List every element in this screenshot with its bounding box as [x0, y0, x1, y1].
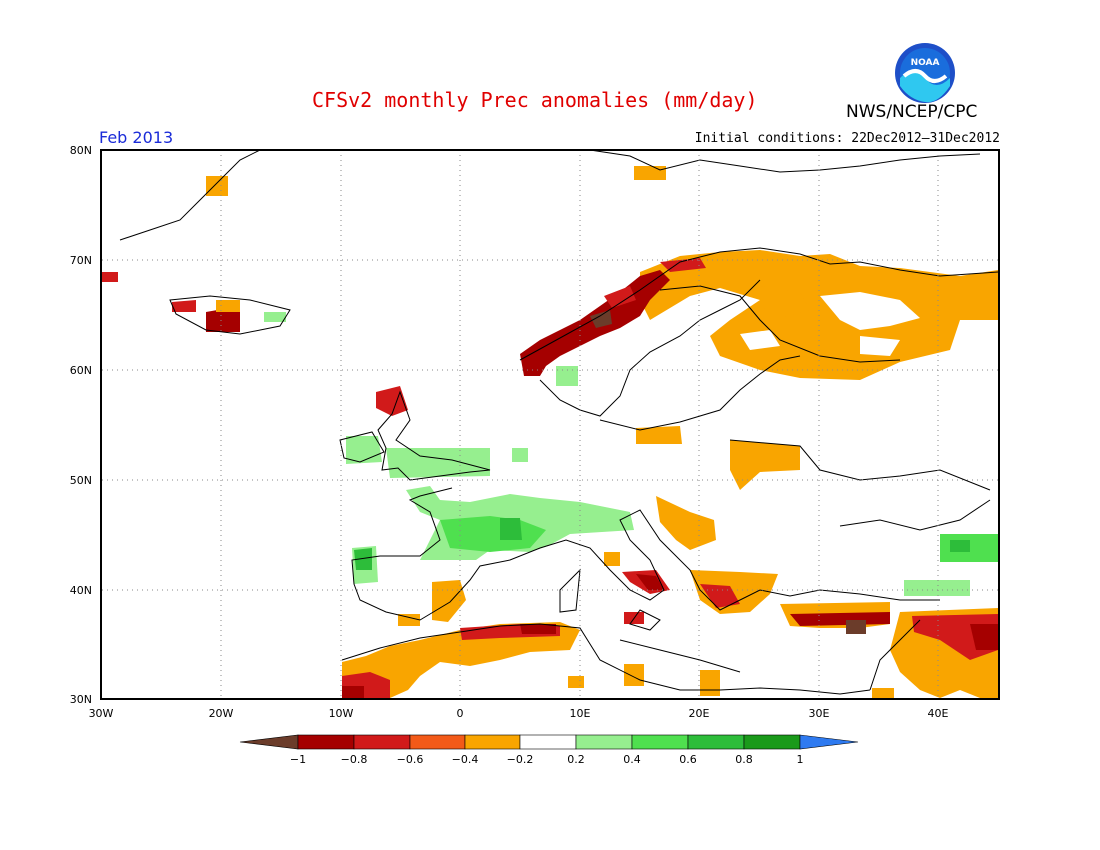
colorbar-swatch	[353, 734, 411, 750]
lon-tick-label: 20E	[689, 707, 710, 720]
forecast-period: Feb 2013	[99, 128, 174, 147]
initial-conditions: Initial conditions: 22Dec2012–31Dec2012	[694, 131, 1000, 146]
lon-tick-label: 30E	[809, 707, 830, 720]
lat-axis: 80N 70N 60N 50N 40N 30N	[70, 144, 92, 706]
colorbar-label: −1	[290, 753, 306, 766]
lat-tick-label: 60N	[70, 364, 92, 377]
anomaly-north-africa	[342, 622, 580, 698]
colorbar-label: 0.2	[567, 753, 585, 766]
colorbar-label: −0.2	[507, 753, 534, 766]
colorbar-label: 1	[797, 753, 804, 766]
lon-tick-label: 10E	[570, 707, 591, 720]
lat-tick-label: 40N	[70, 584, 92, 597]
colorbar-label: −0.6	[397, 753, 424, 766]
colorbar-high-arrow	[799, 734, 859, 750]
colorbar-swatch	[519, 734, 577, 750]
colorbar-low-arrow	[239, 734, 299, 750]
agency-label: NWS/NCEP/CPC	[846, 102, 978, 122]
colorbar-swatch	[743, 734, 801, 750]
colorbar-label: 0.6	[679, 753, 697, 766]
colorbar-swatch	[575, 734, 633, 750]
logo-text: NOAA	[911, 58, 940, 68]
lon-tick-label: 10W	[329, 707, 354, 720]
lon-tick-label: 20W	[209, 707, 234, 720]
colorbar-swatch	[297, 734, 355, 750]
colorbar-label: −0.4	[452, 753, 479, 766]
colorbar-swatch	[409, 734, 466, 750]
lat-tick-label: 50N	[70, 474, 92, 487]
noaa-logo-icon: NOAA	[895, 43, 955, 103]
colorbar-label: 0.4	[623, 753, 641, 766]
lat-tick-label: 80N	[70, 144, 92, 157]
colorbar: −1 −0.8 −0.6 −0.4 −0.2 0.2 0.4 0.6 0.8 1	[239, 734, 859, 766]
map-frame	[100, 149, 1000, 700]
lat-tick-label: 30N	[70, 693, 92, 706]
map-title: CFSv2 monthly Prec anomalies (mm/day)	[312, 88, 758, 112]
lat-tick-label: 70N	[70, 254, 92, 267]
colorbar-swatch	[631, 734, 689, 750]
anomaly-north-white-holes	[760, 286, 810, 318]
colorbar-swatch	[464, 734, 521, 750]
colorbar-label: 0.8	[735, 753, 753, 766]
colorbar-label: −0.8	[341, 753, 368, 766]
colorbar-swatch	[687, 734, 745, 750]
lon-tick-label: 30W	[89, 707, 114, 720]
anomaly-shading	[102, 166, 998, 698]
lon-axis: 30W 20W 10W 0 10E 20E 30E 40E	[89, 707, 949, 720]
lon-tick-label: 0	[457, 707, 464, 720]
coastlines	[119, 149, 999, 695]
lon-tick-label: 40E	[928, 707, 949, 720]
